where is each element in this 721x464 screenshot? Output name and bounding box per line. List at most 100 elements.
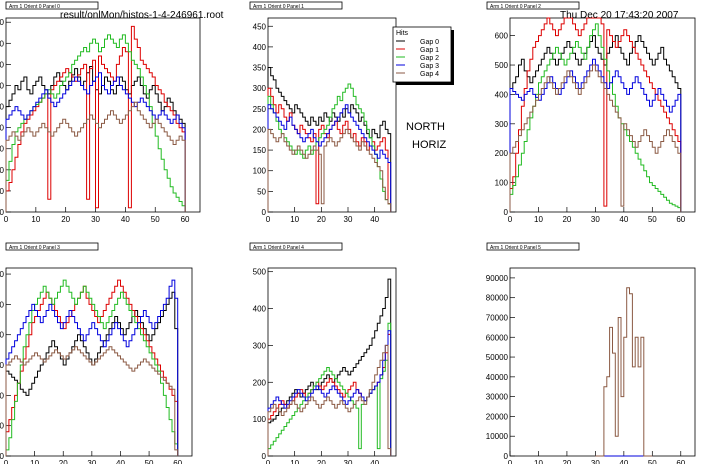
- y-tick-label: 400: [495, 90, 509, 99]
- y-tick-label: 300: [0, 145, 5, 154]
- x-tick-label: 0: [4, 215, 9, 224]
- series-line-gap-1: [5, 25, 186, 212]
- x-tick-label: 20: [317, 459, 326, 464]
- x-tick-label: 0: [508, 215, 513, 224]
- x-tick-label: 10: [290, 459, 299, 464]
- y-tick-label: 100: [0, 422, 5, 431]
- x-tick-label: 20: [61, 215, 70, 224]
- legend-title: Hits: [396, 30, 409, 37]
- x-tick-label: 40: [619, 215, 628, 224]
- y-tick-label: 30000: [486, 393, 509, 402]
- histogram-panel-2: Arm 1 Orient 0 Panel 20 10 20 30 40 50 6001002…: [486, 1, 696, 224]
- y-tick-label: 900: [0, 18, 5, 27]
- y-tick-label: 20000: [486, 412, 509, 421]
- y-tick-label: 300: [253, 84, 267, 93]
- y-tick-label: 70000: [486, 313, 509, 322]
- y-tick-label: 0: [0, 452, 5, 461]
- y-tick-label: 300: [0, 361, 5, 370]
- panel-title-box: [486, 1, 580, 10]
- panel-title-box: [249, 1, 343, 10]
- panel-title-box: [5, 1, 99, 10]
- x-tick-label: 30: [591, 215, 600, 224]
- legend-entry: Gap 3: [420, 63, 439, 70]
- y-tick-label: 10000: [486, 432, 509, 441]
- series-line-gap-2: [509, 23, 682, 212]
- y-tick-label: 100: [253, 415, 267, 424]
- x-tick-label: 40: [370, 215, 379, 224]
- panel-title-box: [486, 242, 580, 251]
- series-line-gap-0: [509, 35, 682, 212]
- y-tick-label: 600: [0, 81, 5, 90]
- series-line-gap-4: [595, 287, 653, 457]
- y-tick-label: 250: [253, 105, 267, 114]
- panel-title-box: [5, 242, 99, 251]
- timestamp-label: Thu Dec 20 17:43:20 2007: [560, 10, 679, 21]
- series-line-gap-4: [267, 128, 392, 212]
- series-line-gap-3: [5, 72, 186, 212]
- x-tick-label: 20: [562, 459, 571, 464]
- y-tick-label: 400: [253, 305, 267, 314]
- panel-title-box: [249, 242, 343, 251]
- panel-title: Arm 1 Orient 0 Panel 4: [253, 245, 304, 251]
- series-line-gap-4: [5, 346, 179, 456]
- x-tick-label: 10: [534, 215, 543, 224]
- series-line-gap-2: [267, 83, 392, 212]
- y-tick-label: 60000: [486, 333, 509, 342]
- y-tick-label: 100: [0, 187, 5, 196]
- x-tick-label: 40: [370, 459, 379, 464]
- panel-title: Arm 1 Orient 0 Panel 1: [253, 4, 304, 10]
- y-tick-label: 600: [0, 270, 5, 279]
- x-tick-label: 30: [344, 215, 353, 224]
- x-tick-label: 60: [676, 215, 685, 224]
- plot-frame: [267, 267, 397, 457]
- series-line-gap-1: [5, 279, 179, 456]
- y-tick-label: 200: [253, 125, 267, 134]
- series-line-gap-3: [267, 104, 392, 212]
- y-tick-label: 0: [504, 208, 509, 217]
- x-tick-label: 10: [30, 459, 39, 464]
- series-line-gap-0: [267, 278, 392, 456]
- legend-entry: Gap 2: [420, 55, 439, 62]
- y-tick-label: 500: [0, 300, 5, 309]
- y-tick-label: 50000: [486, 353, 509, 362]
- x-tick-label: 20: [59, 459, 68, 464]
- y-tick-label: 350: [253, 64, 267, 73]
- y-tick-label: 200: [0, 166, 5, 175]
- y-tick-label: 0: [262, 208, 267, 217]
- legend-entry: Gap 4: [420, 71, 439, 78]
- y-tick-label: 500: [253, 268, 267, 277]
- overlay-north-label: NORTH: [406, 121, 445, 133]
- y-tick-label: 100: [495, 179, 509, 188]
- x-tick-label: 40: [116, 459, 125, 464]
- y-tick-label: 0: [504, 452, 509, 461]
- x-tick-label: 0: [266, 459, 271, 464]
- x-tick-label: 50: [648, 215, 657, 224]
- y-tick-label: 800: [0, 39, 5, 48]
- y-tick-label: 400: [0, 331, 5, 340]
- histogram-panel-5: Arm 1 Orient 0 Panel 5 0 10 20 30 40 50 60 0 1000…: [486, 242, 696, 464]
- series-line-gap-3: [267, 330, 392, 456]
- y-tick-label: 400: [0, 124, 5, 133]
- panel-title: Arm 1 Orient 0 Panel 3: [9, 245, 60, 251]
- x-tick-label: 60: [181, 215, 190, 224]
- legend-entry: Gap 0: [420, 39, 439, 46]
- y-tick-label: 700: [0, 60, 5, 69]
- x-tick-label: 40: [121, 215, 130, 224]
- x-tick-label: 10: [31, 215, 40, 224]
- histogram-panel-4: Arm 1 Orient 0 Panel 40 10 20 30 40010020030…: [249, 242, 397, 464]
- x-tick-label: 50: [145, 459, 154, 464]
- series-line-gap-4: [5, 101, 186, 212]
- y-tick-label: 200: [253, 378, 267, 387]
- x-tick-label: 10: [290, 215, 299, 224]
- y-tick-label: 0: [262, 452, 267, 461]
- y-tick-label: 100: [253, 167, 267, 176]
- y-tick-label: 600: [495, 32, 509, 41]
- histogram-panel-0: Arm 1 Orient 0 Panel 0010203040506001002…: [0, 1, 201, 224]
- series-line-gap-3: [5, 279, 179, 456]
- y-tick-label: 300: [253, 341, 267, 350]
- y-tick-label: 400: [253, 43, 267, 52]
- y-tick-label: 90000: [486, 274, 509, 283]
- y-tick-label: 40000: [486, 373, 509, 382]
